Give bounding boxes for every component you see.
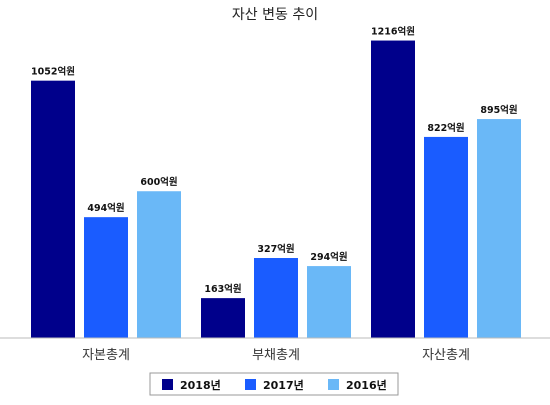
value-label-2-2: 327억원	[257, 243, 294, 255]
value-label-2-3: 294억원	[310, 251, 347, 263]
bar-3-2	[424, 136, 468, 338]
bar-1-1	[31, 80, 75, 338]
value-label-1-3: 600억원	[140, 176, 177, 188]
bar-2-3	[307, 266, 351, 338]
bar-3-3	[477, 119, 521, 338]
legend: 2018년 2017년 2016년	[149, 372, 399, 396]
bar-2-1	[201, 298, 245, 338]
legend-swatch-2	[245, 379, 256, 390]
legend-label-3: 2016년	[346, 378, 387, 392]
legend-swatch-1	[162, 379, 173, 390]
category-label-3: 자산총계	[422, 348, 470, 363]
category-labels-group: 자본총계 부채총계 자산총계	[82, 348, 470, 363]
bar-2-2	[254, 258, 298, 338]
bar-1-2	[84, 217, 128, 338]
legend-swatch-3	[328, 379, 339, 390]
value-label-3-1: 1216억원	[371, 26, 415, 38]
bar-1-3	[137, 191, 181, 338]
bar-3-1	[371, 40, 415, 338]
chart-title: 자산 변동 추이	[232, 7, 318, 23]
value-label-3-2: 822억원	[427, 122, 464, 134]
legend-label-2: 2017년	[263, 378, 304, 392]
value-label-1-2: 494억원	[87, 202, 124, 214]
category-label-1: 자본총계	[82, 348, 130, 363]
category-label-2: 부채총계	[252, 348, 300, 363]
bars-group	[31, 40, 521, 338]
value-label-1-1: 1052억원	[31, 66, 75, 78]
legend-label-1: 2018년	[180, 378, 221, 392]
value-labels-group: 1052억원 494억원 600억원 163억원 327억원 294억원 1216억원 822…	[31, 26, 518, 296]
value-label-3-3: 895억원	[480, 104, 517, 116]
value-label-2-1: 163억원	[204, 283, 241, 295]
